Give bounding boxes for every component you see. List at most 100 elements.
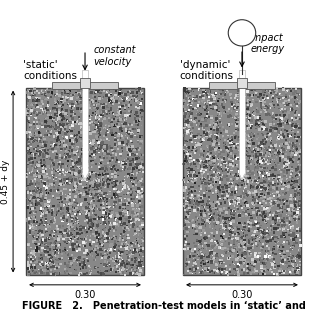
Point <box>225 109 231 114</box>
Point <box>137 229 143 234</box>
Point <box>278 122 283 127</box>
Point <box>110 209 115 214</box>
Point <box>201 137 207 142</box>
Point <box>190 183 195 188</box>
Point <box>188 101 193 106</box>
Point <box>257 86 262 91</box>
Point <box>127 130 132 135</box>
Point <box>136 156 142 161</box>
Point <box>256 121 261 126</box>
Point <box>265 257 270 262</box>
Point <box>239 150 244 155</box>
Point <box>83 94 88 99</box>
Point <box>44 87 50 92</box>
Point <box>31 197 37 202</box>
Point <box>258 104 264 109</box>
Point <box>135 214 140 219</box>
Point <box>81 149 87 154</box>
Point <box>191 208 196 213</box>
Point <box>258 94 263 99</box>
Point <box>133 242 138 247</box>
Point <box>26 87 31 92</box>
Point <box>54 271 60 276</box>
Point <box>195 224 200 229</box>
Point <box>238 113 244 118</box>
Point <box>294 110 300 115</box>
Point <box>283 119 288 124</box>
Point <box>266 208 271 213</box>
Point <box>52 237 58 242</box>
Point <box>52 240 57 245</box>
Point <box>69 165 74 170</box>
Point <box>293 186 298 191</box>
Point <box>254 185 260 190</box>
Point <box>46 112 51 117</box>
Point <box>98 268 103 273</box>
Point <box>289 215 294 220</box>
Point <box>116 258 121 263</box>
Point <box>58 139 63 144</box>
Point <box>198 195 203 200</box>
Point <box>112 123 117 128</box>
Point <box>198 138 203 143</box>
Point <box>218 121 223 126</box>
Point <box>86 143 91 148</box>
Point <box>237 243 243 248</box>
Point <box>117 141 122 146</box>
Point <box>119 260 124 265</box>
Point <box>95 192 100 197</box>
Point <box>215 118 220 123</box>
Point <box>56 141 61 146</box>
Point <box>116 121 121 126</box>
Point <box>209 114 214 119</box>
Point <box>258 102 264 107</box>
Point <box>119 116 125 121</box>
Point <box>215 180 220 185</box>
Point <box>116 254 122 259</box>
Point <box>102 180 107 185</box>
Point <box>243 233 248 239</box>
Point <box>81 250 86 255</box>
Point <box>242 189 247 194</box>
Point <box>298 163 303 168</box>
Point <box>234 123 239 128</box>
Point <box>255 229 260 234</box>
Point <box>287 251 293 256</box>
Point <box>115 188 120 193</box>
Point <box>84 208 89 213</box>
Point <box>228 234 233 239</box>
Point <box>71 244 77 249</box>
Point <box>119 222 125 227</box>
Point <box>212 254 217 259</box>
Point <box>224 270 229 275</box>
Point <box>239 143 244 148</box>
Point <box>232 167 237 172</box>
Point <box>106 104 112 109</box>
Point <box>209 182 214 187</box>
Point <box>56 207 61 212</box>
Point <box>30 233 35 239</box>
Point <box>210 165 215 170</box>
Point <box>63 154 69 159</box>
Point <box>289 271 294 276</box>
Point <box>183 247 188 252</box>
Point <box>261 187 266 192</box>
Point <box>71 259 77 264</box>
Point <box>187 91 193 96</box>
Point <box>296 130 301 135</box>
Point <box>265 94 270 99</box>
Point <box>35 237 40 242</box>
Point <box>88 263 94 268</box>
Point <box>250 257 255 262</box>
Point <box>51 188 57 193</box>
Point <box>223 245 229 250</box>
Point <box>212 151 217 156</box>
Point <box>246 140 251 145</box>
Point <box>194 188 199 193</box>
Point <box>101 234 106 239</box>
Point <box>129 192 134 198</box>
Point <box>248 154 253 159</box>
Point <box>280 140 285 145</box>
Point <box>280 141 285 146</box>
Point <box>104 249 109 254</box>
